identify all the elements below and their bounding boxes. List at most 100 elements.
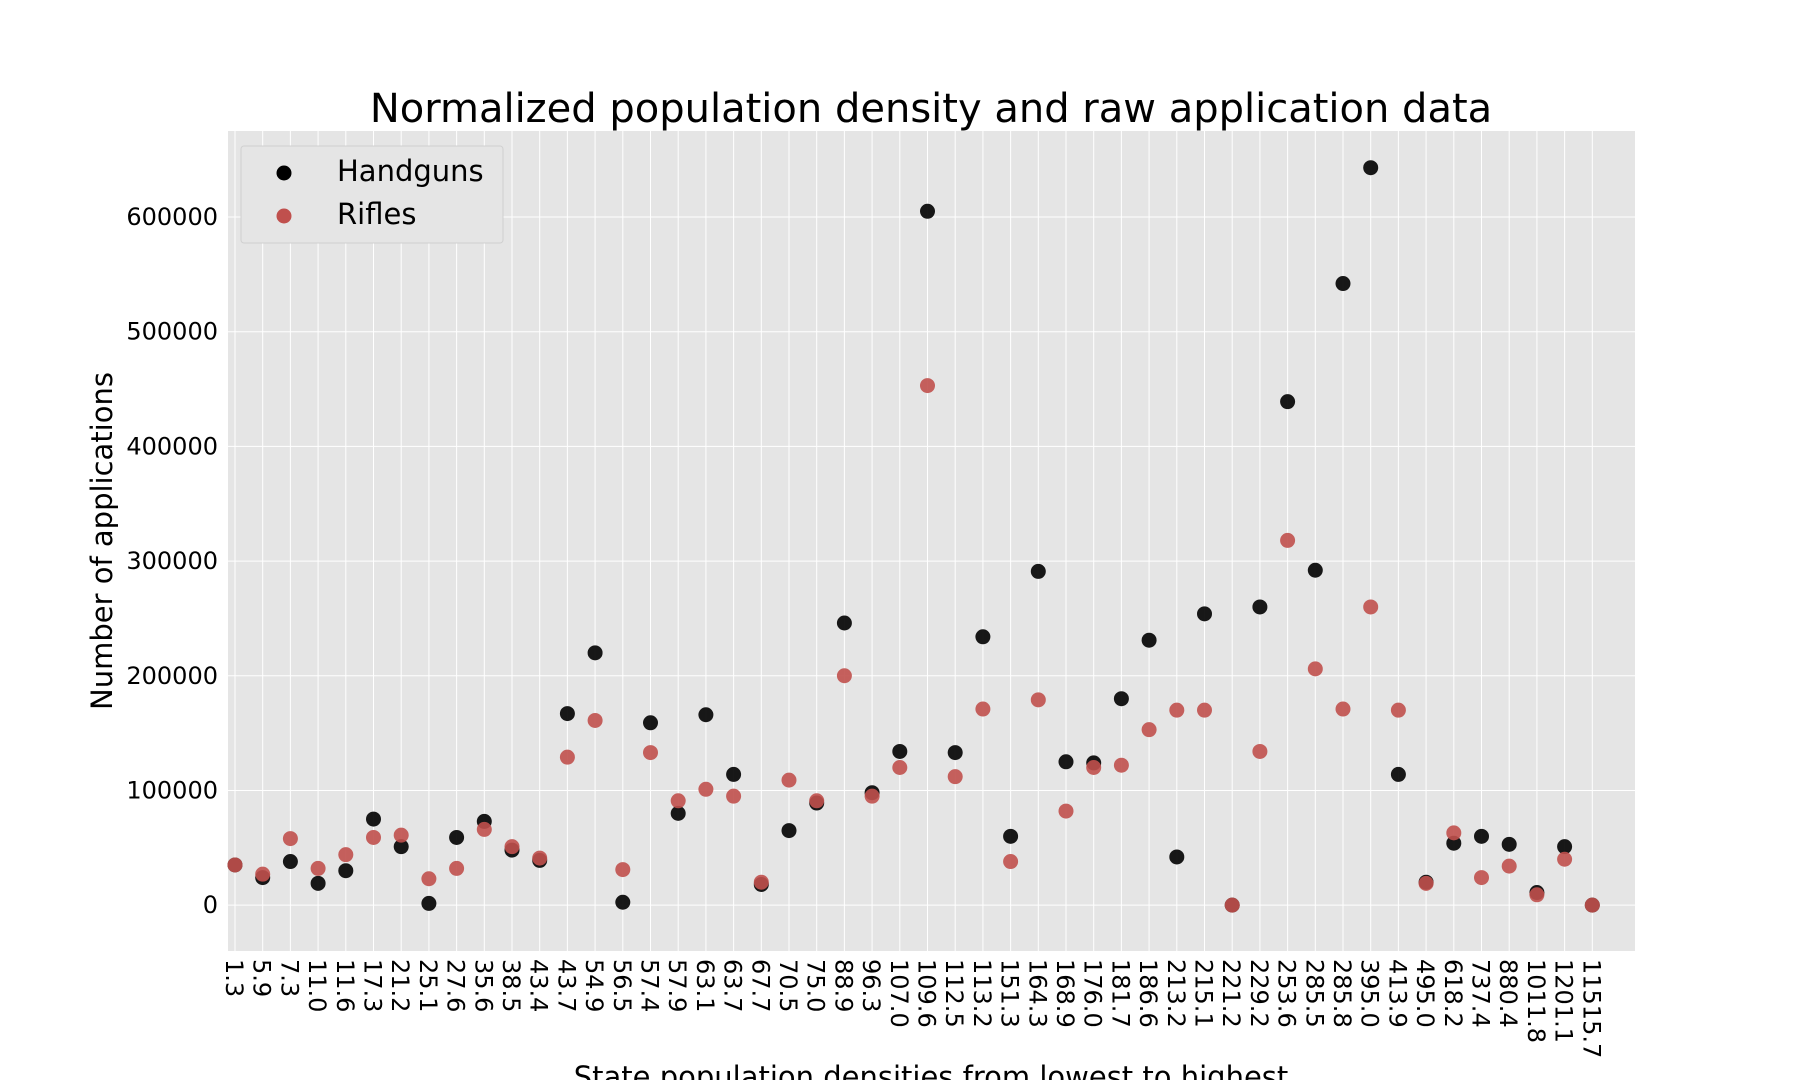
x-tick-label: 70.5 (774, 959, 802, 1012)
x-tick-label: 21.2 (386, 959, 414, 1012)
y-tick-label: 600000 (126, 203, 218, 231)
point-rifles (532, 850, 548, 866)
point-rifles (366, 829, 381, 845)
point-handguns (615, 894, 631, 910)
point-handguns (726, 766, 742, 782)
point-handguns (1557, 839, 1573, 855)
x-tick-label: 112.5 (940, 959, 968, 1028)
point-rifles (1557, 851, 1573, 867)
y-axis-label: Number of applications (85, 372, 119, 710)
x-tick-label: 151.3 (996, 959, 1024, 1028)
x-tick-label: 495.0 (1411, 959, 1439, 1028)
point-rifles (1363, 599, 1379, 615)
point-rifles (449, 860, 465, 876)
point-rifles (310, 860, 326, 876)
legend-marker-rifles (276, 208, 292, 224)
x-tick-label: 113.2 (968, 959, 996, 1028)
point-rifles (587, 712, 603, 728)
point-handguns (1501, 836, 1517, 852)
point-handguns (892, 743, 908, 759)
point-rifles (1169, 702, 1185, 718)
point-handguns (310, 875, 326, 891)
x-tick-label: 35.6 (469, 959, 497, 1012)
point-rifles (726, 788, 742, 804)
point-rifles (1501, 858, 1517, 874)
legend-label-handguns: Handguns (337, 154, 484, 188)
point-rifles (1474, 870, 1489, 886)
point-rifles (1446, 825, 1462, 841)
point-rifles (1197, 702, 1212, 718)
chart-title: Normalized population density and raw ap… (370, 86, 1492, 132)
point-handguns (1446, 835, 1462, 851)
point-rifles (559, 749, 575, 765)
x-tick-label: 1.3 (220, 959, 248, 997)
point-rifles (1086, 760, 1102, 776)
y-tick-label: 200000 (126, 662, 218, 690)
y-tick-label: 300000 (126, 547, 218, 575)
point-rifles (1141, 722, 1157, 738)
point-rifles (698, 781, 714, 797)
x-tick-label: 880.4 (1494, 959, 1522, 1028)
point-rifles (975, 701, 991, 717)
x-tick-label: 285.5 (1300, 959, 1328, 1028)
point-rifles (836, 668, 852, 684)
x-tick-label: 56.5 (608, 959, 636, 1012)
point-rifles (421, 871, 437, 887)
x-tick-label: 395.0 (1356, 959, 1384, 1028)
y-tick-label: 100000 (126, 776, 218, 804)
x-tick-label: 11515.7 (1577, 959, 1605, 1058)
point-rifles (864, 788, 880, 804)
point-handguns (282, 854, 298, 870)
x-tick-label: 1011.8 (1522, 959, 1550, 1043)
point-handguns (1363, 160, 1379, 176)
x-tick-label: 63.1 (691, 959, 719, 1012)
point-handguns (920, 203, 935, 219)
grid-lines (228, 131, 1635, 951)
point-rifles (1113, 757, 1129, 773)
legend-box (240, 145, 504, 244)
data-points (227, 160, 1600, 913)
point-handguns (1474, 828, 1489, 844)
x-tick-label: 11.6 (331, 959, 359, 1012)
point-handguns (1252, 599, 1268, 615)
x-tick-label: 213.2 (1162, 959, 1190, 1028)
x-tick-label: 43.4 (525, 959, 553, 1012)
x-tick-label: 57.9 (663, 959, 691, 1012)
point-handguns (338, 863, 354, 879)
x-tick-label: 43.7 (552, 959, 580, 1012)
point-rifles (1003, 854, 1019, 870)
point-rifles (1280, 532, 1296, 548)
x-tick-label: 215.1 (1190, 959, 1218, 1028)
point-handguns (421, 895, 437, 911)
x-tick-label: 54.9 (580, 959, 608, 1012)
x-tick-label: 17.3 (359, 959, 387, 1012)
x-tick-label: 253.6 (1273, 959, 1301, 1028)
point-rifles (920, 378, 935, 394)
point-rifles (1252, 743, 1268, 759)
point-rifles (1390, 702, 1406, 718)
point-rifles (670, 793, 686, 809)
x-tick-label: 181.7 (1106, 959, 1134, 1028)
point-rifles (615, 862, 631, 878)
point-rifles (643, 745, 658, 761)
x-tick-label: 618.2 (1439, 959, 1467, 1028)
y-tick-label: 0 (203, 891, 218, 919)
point-handguns (366, 811, 381, 827)
legend: Handguns Rifles (240, 145, 504, 244)
point-handguns (1058, 754, 1074, 770)
legend-marker-handguns (276, 165, 292, 181)
point-handguns (836, 615, 852, 631)
plot-background (228, 131, 1635, 951)
x-tick-label: 67.7 (746, 959, 774, 1012)
x-tick-label: 88.9 (829, 959, 857, 1012)
point-rifles (1307, 661, 1323, 677)
y-tick-label: 400000 (126, 432, 218, 460)
point-rifles (227, 857, 243, 873)
point-rifles (1584, 897, 1600, 913)
x-tick-label: 413.9 (1383, 959, 1411, 1028)
x-axis-ticks: 1.3 5.9 7.3 11.0 11.6 17.3 21.2 25.1 27.6 35.6 38.… (220, 959, 1605, 1058)
x-tick-label: 11.0 (303, 959, 331, 1012)
point-rifles (781, 772, 797, 788)
point-handguns (947, 745, 963, 761)
